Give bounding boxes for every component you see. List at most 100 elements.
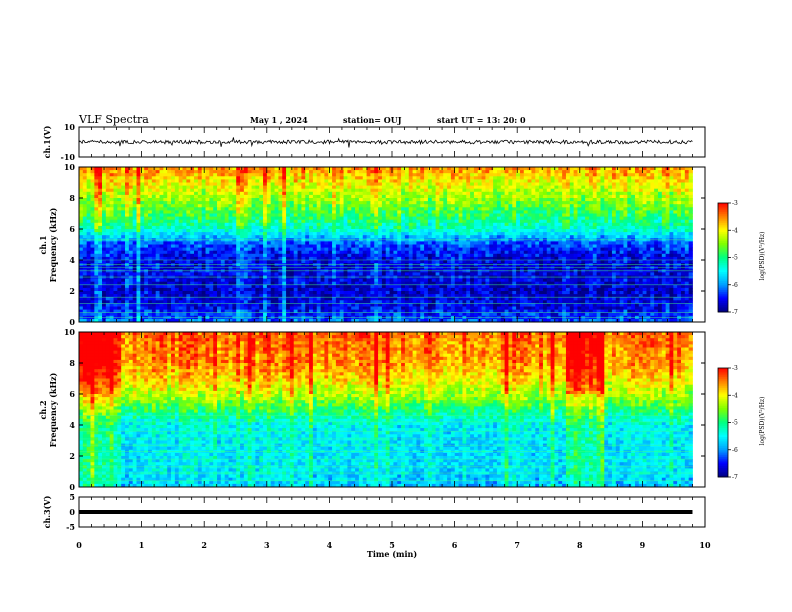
spectrogram-cell bbox=[527, 170, 532, 174]
spectrogram-cell bbox=[351, 213, 356, 217]
spectrogram-cell bbox=[504, 201, 509, 205]
spectrogram-cell bbox=[443, 188, 448, 193]
spectrogram-cell bbox=[454, 194, 459, 199]
spectrogram-cell bbox=[531, 201, 536, 205]
spectrogram-cell bbox=[102, 235, 107, 239]
spectrogram-cell bbox=[389, 253, 394, 258]
spectrogram-cell bbox=[512, 219, 517, 224]
spectrogram-cell bbox=[293, 260, 298, 264]
spectrogram-cell bbox=[412, 256, 417, 261]
spectrogram-cell bbox=[171, 225, 176, 230]
spectrogram-cell bbox=[581, 201, 586, 205]
spectrogram-cell bbox=[669, 173, 674, 177]
spectrogram-cell bbox=[358, 182, 364, 186]
spectrogram-cell bbox=[98, 167, 103, 171]
spectrogram-cell bbox=[358, 191, 364, 196]
spectrogram-cell bbox=[263, 241, 268, 245]
spectrogram-cell bbox=[259, 260, 264, 264]
spectrogram-cell bbox=[378, 185, 383, 190]
spectrogram-cell bbox=[585, 235, 590, 239]
spectrogram-cell bbox=[416, 185, 421, 190]
spectrogram-cell bbox=[389, 219, 394, 224]
spectrogram-cell bbox=[512, 256, 517, 261]
spectrogram-cell bbox=[558, 253, 563, 258]
spectrogram-cell bbox=[151, 198, 157, 202]
spectrogram-cell bbox=[339, 247, 344, 252]
spectrogram-cell bbox=[539, 204, 544, 208]
spectrogram-cell bbox=[347, 201, 352, 205]
spectrogram-cell bbox=[611, 244, 617, 248]
spectrogram-cell bbox=[128, 179, 134, 183]
spectrogram-cell bbox=[274, 170, 279, 174]
spectrogram-cell bbox=[121, 235, 126, 239]
spectrogram-cell bbox=[136, 229, 141, 233]
spectrogram-cell bbox=[581, 185, 586, 190]
spectrogram-cell bbox=[450, 179, 456, 183]
spectrogram-cell bbox=[397, 182, 402, 186]
spectrogram-cell bbox=[611, 167, 617, 171]
spectrogram-cell bbox=[209, 176, 214, 180]
spectrogram-cell bbox=[654, 225, 659, 230]
spectrogram-cell bbox=[128, 244, 134, 248]
spectrogram-cell bbox=[385, 173, 390, 177]
spectrogram-cell bbox=[427, 188, 433, 193]
spectrogram-cell bbox=[669, 229, 674, 233]
spectrogram-cell bbox=[247, 216, 252, 221]
spectrogram-cell bbox=[604, 173, 609, 177]
spectrogram-cell bbox=[205, 244, 210, 248]
spectrogram-cell bbox=[404, 235, 410, 239]
spectrogram-cell bbox=[615, 179, 621, 183]
spectrogram-cell bbox=[358, 207, 364, 211]
spectrogram-cell bbox=[217, 210, 222, 214]
spectrogram-cell bbox=[305, 188, 310, 193]
spectrogram-cell bbox=[485, 173, 490, 177]
spectrogram-cell bbox=[654, 260, 659, 264]
spectrogram-cell bbox=[178, 173, 183, 177]
spectrogram-cell bbox=[282, 225, 287, 230]
spectrogram-cell bbox=[332, 191, 337, 196]
spectrogram-cell bbox=[282, 244, 287, 248]
spectrogram-cell bbox=[473, 170, 479, 174]
spectrogram-cell bbox=[435, 260, 440, 264]
spectrogram-cell bbox=[305, 194, 310, 199]
spectrogram-cell bbox=[596, 210, 601, 214]
spectrogram-cell bbox=[393, 170, 398, 174]
spectrogram-cell bbox=[148, 222, 153, 227]
spectrogram-cell bbox=[182, 201, 187, 205]
spectrogram-cell bbox=[351, 173, 356, 177]
spectrogram-cell bbox=[447, 232, 452, 236]
spectrogram-cell bbox=[316, 179, 321, 183]
spectrogram-cell bbox=[477, 188, 482, 193]
spectrogram-cell bbox=[224, 250, 229, 255]
spectrogram-cell bbox=[684, 185, 690, 190]
spectrogram-cell bbox=[439, 198, 444, 202]
spectrogram-cell bbox=[673, 188, 678, 193]
spectrogram-cell bbox=[554, 219, 559, 224]
spectrogram-cell bbox=[374, 247, 379, 252]
spectrogram-cell bbox=[312, 173, 318, 177]
spectrogram-cell bbox=[454, 191, 459, 196]
spectrogram-cell bbox=[102, 201, 107, 205]
spectrogram-cell bbox=[217, 198, 222, 202]
spectrogram-cell bbox=[565, 213, 571, 217]
spectrogram-cell bbox=[523, 170, 528, 174]
spectrogram-cell bbox=[243, 229, 249, 233]
spectrogram-cell bbox=[243, 185, 249, 190]
spectrogram-cell bbox=[86, 167, 91, 171]
spectrogram-cell bbox=[140, 188, 145, 193]
spectrogram-cell bbox=[439, 179, 444, 183]
spectrogram-cell bbox=[228, 222, 233, 227]
spectrogram-cell bbox=[542, 250, 548, 255]
spectrogram-cell bbox=[209, 191, 214, 196]
spectrogram-cell bbox=[427, 191, 433, 196]
spectrogram-cell bbox=[615, 173, 621, 177]
spectrogram-cell bbox=[569, 194, 575, 199]
spectrogram-cell bbox=[654, 167, 659, 171]
spectrogram-cell bbox=[489, 229, 494, 233]
spectrogram-cell bbox=[366, 222, 371, 227]
spectrogram-cell bbox=[220, 219, 226, 224]
spectrogram-cell bbox=[79, 207, 84, 211]
spectrogram-cell bbox=[125, 182, 130, 186]
spectrogram-cell bbox=[297, 229, 302, 233]
spectrogram-cell bbox=[550, 250, 555, 255]
